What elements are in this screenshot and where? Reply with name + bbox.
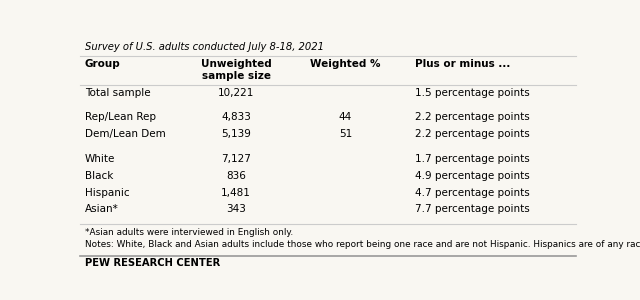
Text: 4.7 percentage points: 4.7 percentage points bbox=[415, 188, 529, 197]
Text: 836: 836 bbox=[227, 171, 246, 181]
Text: 2.2 percentage points: 2.2 percentage points bbox=[415, 129, 529, 139]
Text: PEW RESEARCH CENTER: PEW RESEARCH CENTER bbox=[85, 258, 220, 268]
Text: 4,833: 4,833 bbox=[221, 112, 251, 122]
Text: Black: Black bbox=[85, 171, 113, 181]
Text: Rep/Lean Rep: Rep/Lean Rep bbox=[85, 112, 156, 122]
Text: Hispanic: Hispanic bbox=[85, 188, 129, 197]
Text: Plus or minus ...: Plus or minus ... bbox=[415, 59, 510, 69]
Text: 1.7 percentage points: 1.7 percentage points bbox=[415, 154, 529, 164]
Text: Asian*: Asian* bbox=[85, 204, 118, 214]
Text: 343: 343 bbox=[227, 204, 246, 214]
Text: Survey of U.S. adults conducted July 8-18, 2021: Survey of U.S. adults conducted July 8-1… bbox=[85, 42, 324, 52]
Text: 51: 51 bbox=[339, 129, 352, 139]
Text: 44: 44 bbox=[339, 112, 352, 122]
Text: White: White bbox=[85, 154, 115, 164]
Text: Total sample: Total sample bbox=[85, 88, 150, 98]
Text: Dem/Lean Dem: Dem/Lean Dem bbox=[85, 129, 166, 139]
Text: 7,127: 7,127 bbox=[221, 154, 251, 164]
Text: 4.9 percentage points: 4.9 percentage points bbox=[415, 171, 529, 181]
Text: 10,221: 10,221 bbox=[218, 88, 255, 98]
Text: 1.5 percentage points: 1.5 percentage points bbox=[415, 88, 529, 98]
Text: 2.2 percentage points: 2.2 percentage points bbox=[415, 112, 529, 122]
Text: 1,481: 1,481 bbox=[221, 188, 251, 197]
Text: Notes: White, Black and Asian adults include those who report being one race and: Notes: White, Black and Asian adults inc… bbox=[85, 240, 640, 249]
Text: Unweighted
sample size: Unweighted sample size bbox=[201, 59, 271, 81]
Text: Group: Group bbox=[85, 59, 121, 69]
Text: Weighted %: Weighted % bbox=[310, 59, 381, 69]
Text: 7.7 percentage points: 7.7 percentage points bbox=[415, 204, 529, 214]
Text: *Asian adults were interviewed in English only.: *Asian adults were interviewed in Englis… bbox=[85, 228, 293, 237]
Text: 5,139: 5,139 bbox=[221, 129, 251, 139]
